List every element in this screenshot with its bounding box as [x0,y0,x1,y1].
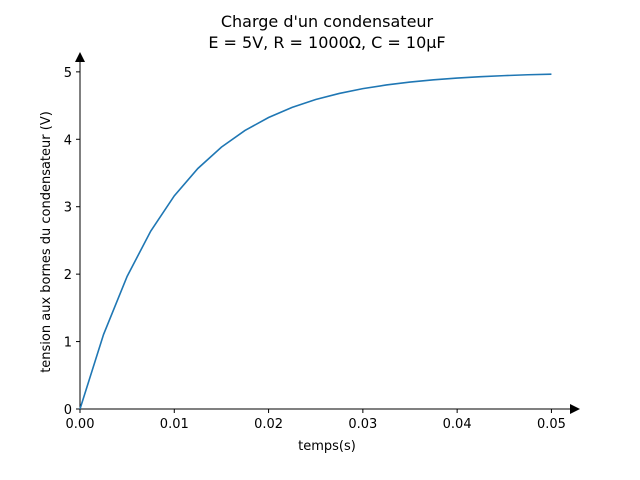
x-tick-label: 0.01 [160,417,189,432]
x-tick-label: 0.04 [443,417,472,432]
x-tick-label: 0.02 [254,417,283,432]
chart-subtitle: E = 5V, R = 1000Ω, C = 10μF [208,33,445,52]
x-tick-label: 0.00 [66,417,95,432]
y-tick-label: 2 [64,268,72,283]
data-line [79,73,552,410]
x-axis-label: temps(s) [298,439,356,454]
x-tick-label: 0.05 [537,417,566,432]
x-axis-arrow [570,404,580,414]
y-axis-arrow [75,52,85,62]
x-tick-label: 0.03 [348,417,377,432]
y-tick-label: 3 [64,201,72,216]
y-tick-label: 5 [64,66,72,81]
y-axis-label: tension aux bornes du condensateur (V) [39,111,54,373]
y-tick-label: 1 [64,336,72,351]
y-tick-label: 4 [64,133,72,148]
chart-title: Charge d'un condensateur [221,12,434,31]
y-tick-label: 0 [64,403,72,418]
